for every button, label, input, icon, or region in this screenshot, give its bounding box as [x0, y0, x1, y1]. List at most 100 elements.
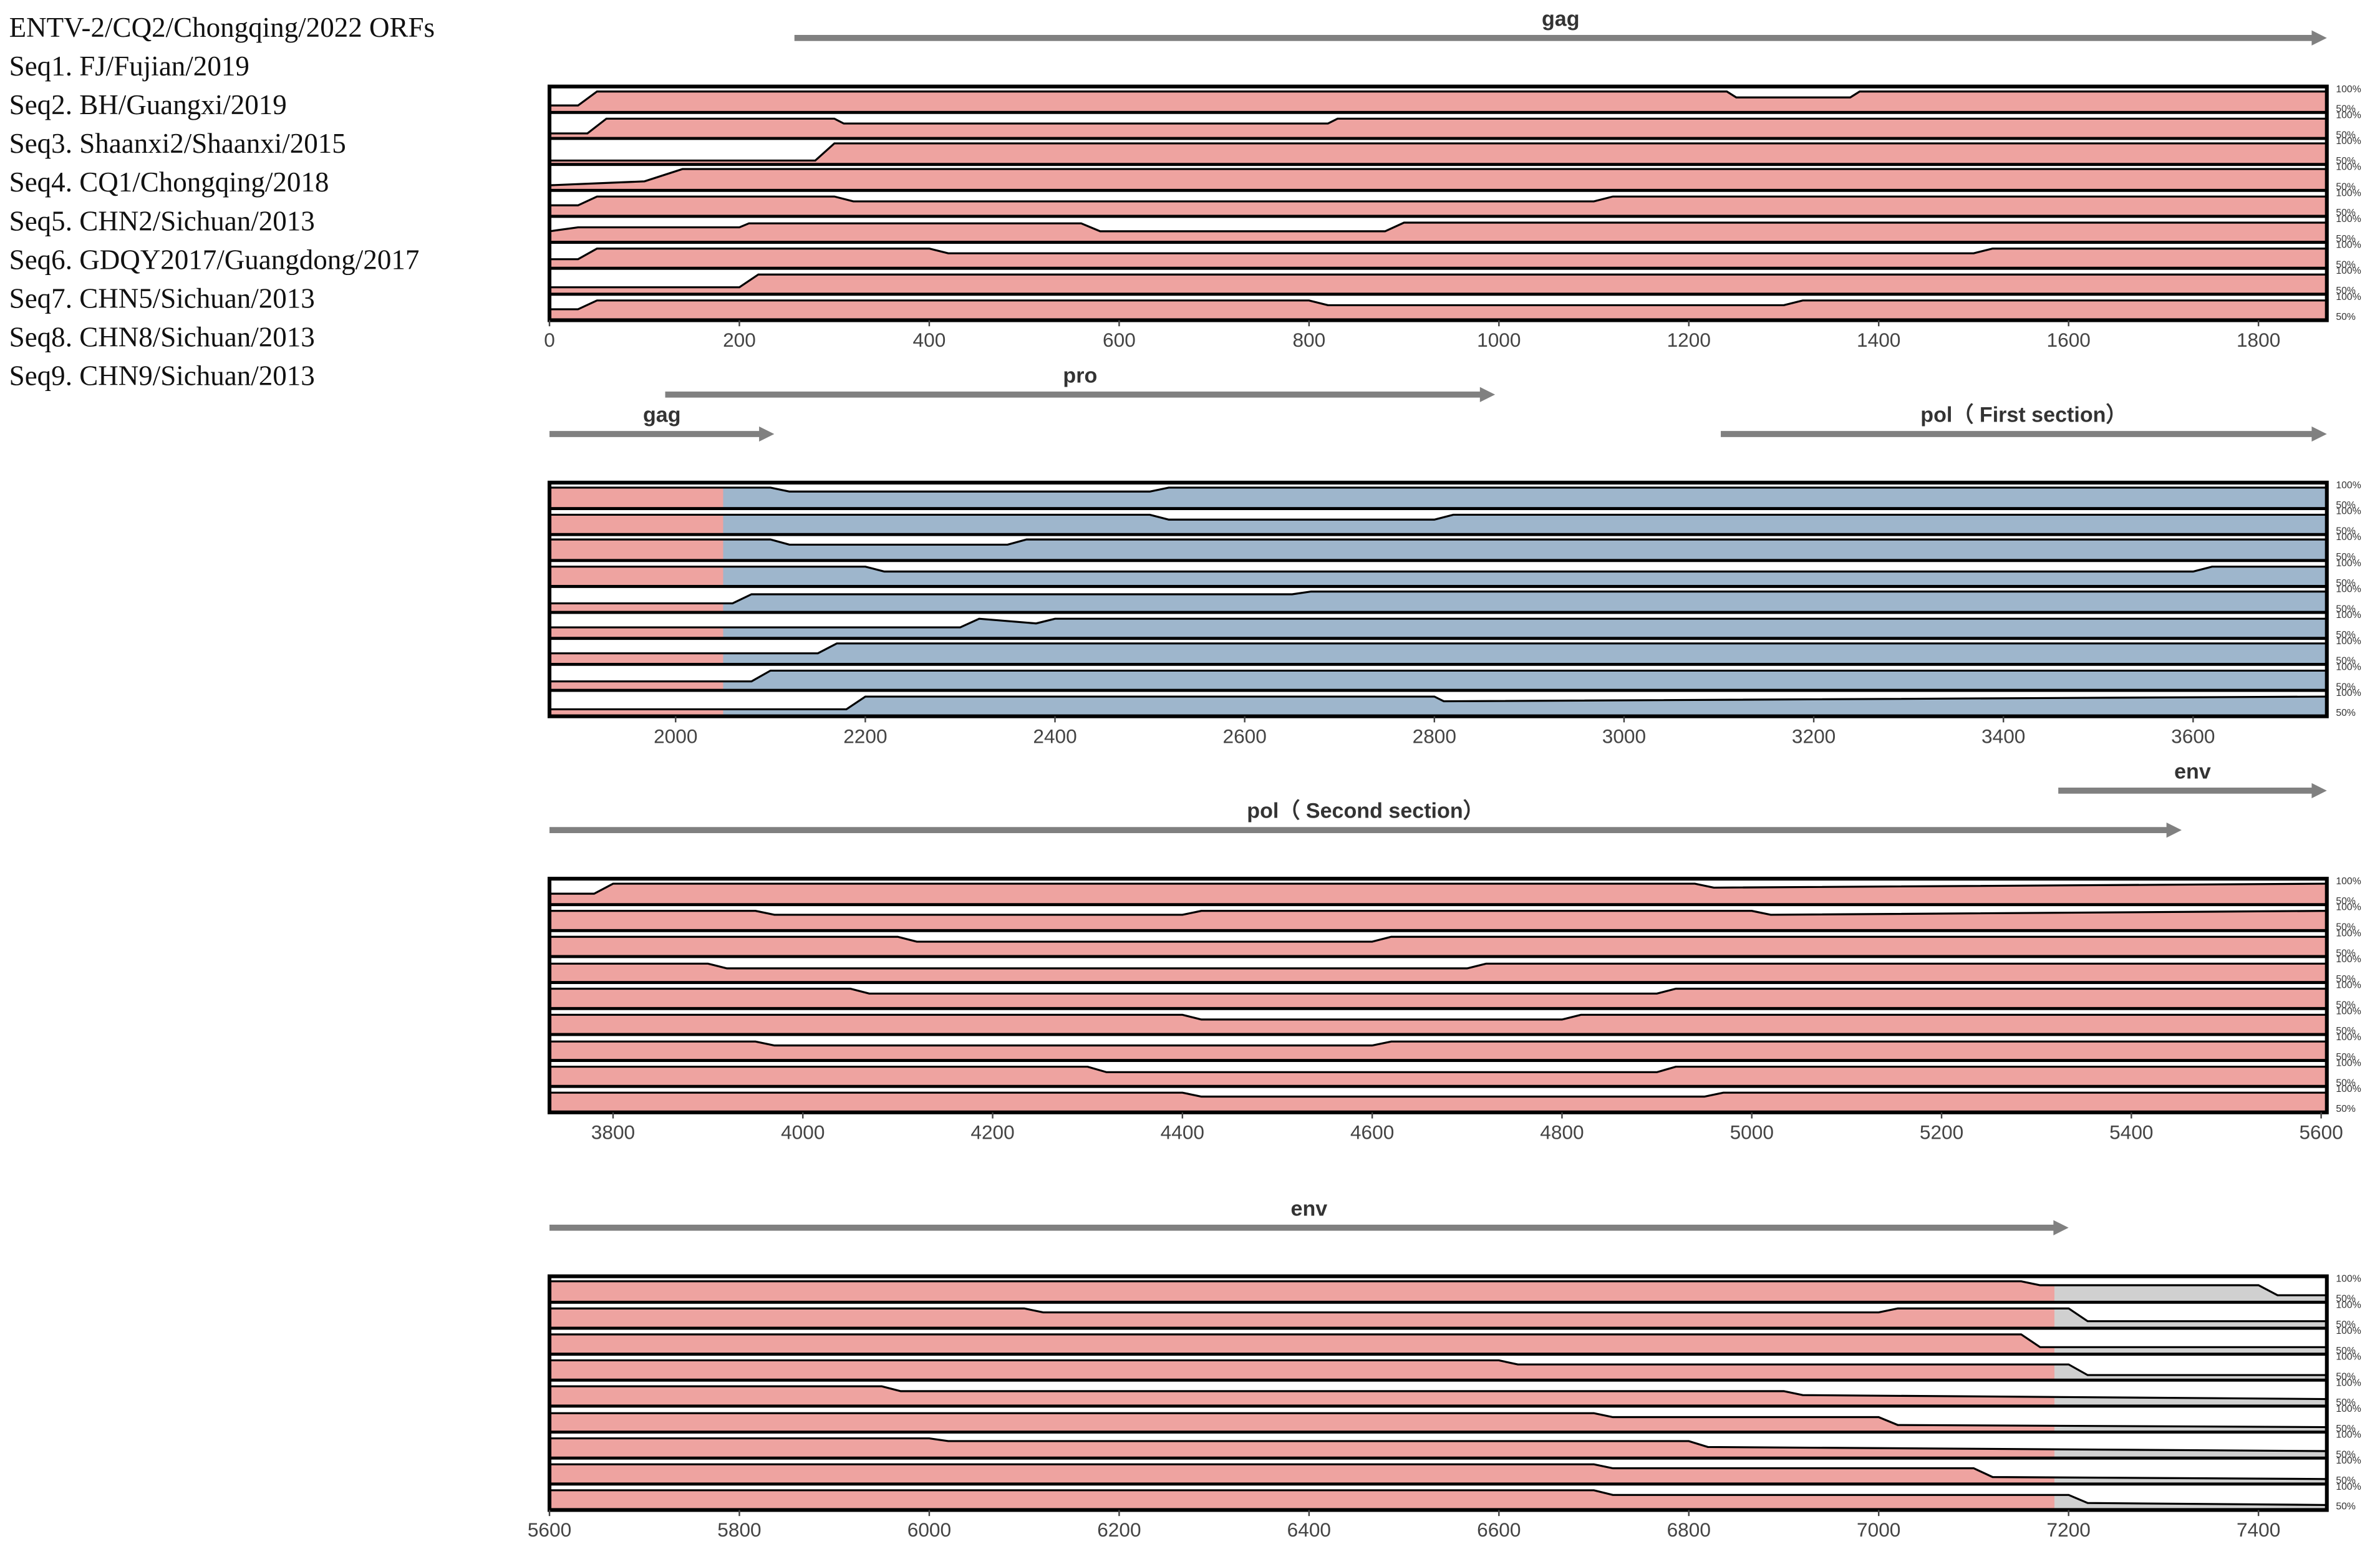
conservation-area	[549, 1308, 2327, 1328]
x-tick-label: 1800	[2237, 329, 2280, 351]
y-tick-label: 50%	[2336, 604, 2356, 614]
legend-entry: Seq5. CHN2/Sichuan/2013	[9, 205, 315, 236]
x-tick-label: 0	[544, 329, 555, 351]
y-tick-label: 50%	[2336, 1397, 2356, 1408]
conservation-line	[549, 538, 2327, 546]
conservation-area	[549, 1438, 2327, 1459]
y-tick-label: 100%	[2336, 240, 2361, 251]
y-tick-label: 50%	[2336, 656, 2356, 667]
panel-frame	[547, 877, 2329, 1114]
conservation-area	[549, 1015, 2327, 1035]
y-tick-label: 100%	[2336, 188, 2361, 198]
y-tick-label: 50%	[2336, 682, 2356, 692]
conservation-line	[549, 1489, 2327, 1506]
y-tick-label: 50%	[2336, 1026, 2356, 1036]
x-tick-label: 2400	[1033, 725, 1076, 747]
legend-entry: Seq9. CHN9/Sichuan/2013	[9, 360, 315, 392]
conservation-line	[549, 882, 2327, 895]
y-tick-label: 50%	[2336, 948, 2356, 958]
conservation-line	[549, 513, 2327, 521]
panel-frame	[547, 1274, 2329, 1512]
legend-entry: Seq1. FJ/Fujian/2019	[9, 51, 249, 82]
x-tick-label: 600	[1103, 329, 1136, 351]
conservation-area	[549, 487, 2327, 509]
y-tick-label: 100%	[2336, 636, 2361, 647]
conservation-area	[549, 1334, 2327, 1354]
legend-entry: Seq6. GDQY2017/Guangdong/2017	[9, 244, 420, 275]
y-tick-label: 100%	[2336, 662, 2361, 672]
x-tick-label: 4200	[970, 1121, 1014, 1143]
y-tick-label: 50%	[2336, 1424, 2356, 1434]
x-tick-label: 800	[1292, 329, 1325, 351]
x-tick-label: 3400	[1981, 725, 2025, 747]
conservation-line	[549, 1412, 2327, 1429]
y-tick-label: 50%	[2336, 1449, 2356, 1460]
y-tick-label: 50%	[2336, 312, 2356, 322]
conservation-area	[549, 274, 2327, 294]
orf-label: env	[1291, 1197, 1328, 1220]
legend-entry: Seq4. CQ1/Chongqing/2018	[9, 166, 329, 198]
conservation-area	[549, 937, 2327, 957]
y-tick-label: 50%	[2336, 552, 2356, 562]
y-tick-label: 100%	[2336, 1378, 2361, 1388]
conservation-line	[549, 273, 2327, 289]
x-tick-label: 7400	[2237, 1518, 2280, 1541]
conservation-area	[549, 591, 2327, 613]
y-tick-label: 100%	[2336, 506, 2361, 517]
y-tick-label: 100%	[2336, 1006, 2361, 1016]
y-tick-label: 100%	[2336, 110, 2361, 120]
conservation-line	[549, 168, 2327, 186]
y-tick-label: 50%	[2336, 922, 2356, 933]
orf-arrowhead	[759, 426, 775, 442]
y-tick-label: 50%	[2336, 1502, 2356, 1512]
x-tick-label: 7200	[2047, 1518, 2091, 1541]
y-tick-label: 50%	[2336, 1078, 2356, 1088]
conservation-line	[549, 90, 2327, 107]
conservation-area	[549, 697, 2327, 717]
y-tick-label: 100%	[2336, 584, 2361, 594]
y-tick-label: 100%	[2336, 928, 2361, 939]
y-tick-label: 50%	[2336, 896, 2356, 907]
orf-label: env	[2174, 760, 2211, 783]
conservation-line	[549, 248, 2327, 261]
y-tick-label: 100%	[2336, 84, 2361, 95]
y-tick-label: 50%	[2336, 1052, 2356, 1063]
orf-label: gag	[643, 403, 681, 427]
conservation-line	[549, 142, 2327, 162]
y-tick-label: 50%	[2336, 1320, 2356, 1330]
conservation-area	[549, 300, 2327, 321]
conservation-line	[549, 1333, 2327, 1348]
y-tick-label: 50%	[2336, 578, 2356, 589]
y-tick-label: 100%	[2336, 980, 2361, 991]
x-tick-label: 3200	[1792, 725, 1836, 747]
x-tick-label: 4600	[1350, 1121, 1394, 1143]
x-tick-label: 6600	[1477, 1518, 1521, 1541]
conservation-line	[549, 935, 2327, 943]
conservation-area	[549, 619, 2327, 639]
y-tick-label: 100%	[2336, 1032, 2361, 1043]
x-tick-label: 6800	[1667, 1518, 1711, 1541]
orf-arrowhead	[2166, 823, 2182, 838]
x-tick-label: 2200	[843, 725, 887, 747]
x-tick-label: 3800	[591, 1121, 635, 1143]
y-tick-label: 100%	[2336, 480, 2361, 491]
conservation-line	[549, 1437, 2327, 1452]
y-tick-label: 100%	[2336, 954, 2361, 965]
y-tick-label: 100%	[2336, 1326, 2361, 1336]
legend-entry: Seq8. CHN8/Sichuan/2013	[9, 321, 315, 352]
y-tick-label: 100%	[2336, 162, 2361, 173]
conservation-area	[549, 169, 2327, 191]
orf-label: pol（ First section）	[1920, 403, 2127, 427]
conservation-area	[549, 91, 2327, 113]
y-tick-label: 100%	[2336, 1084, 2361, 1094]
y-tick-label: 50%	[2336, 286, 2356, 296]
legend-entry: Seq7. CHN5/Sichuan/2013	[9, 282, 315, 314]
conservation-line	[549, 1359, 2327, 1376]
conservation-line	[549, 486, 2327, 493]
y-tick-label: 50%	[2336, 130, 2356, 140]
y-tick-label: 100%	[2336, 292, 2361, 302]
y-tick-label: 100%	[2336, 532, 2361, 543]
y-tick-label: 50%	[2336, 260, 2356, 271]
y-tick-label: 50%	[2336, 104, 2356, 115]
orf-label: pol（ Second section）	[1247, 799, 1484, 823]
